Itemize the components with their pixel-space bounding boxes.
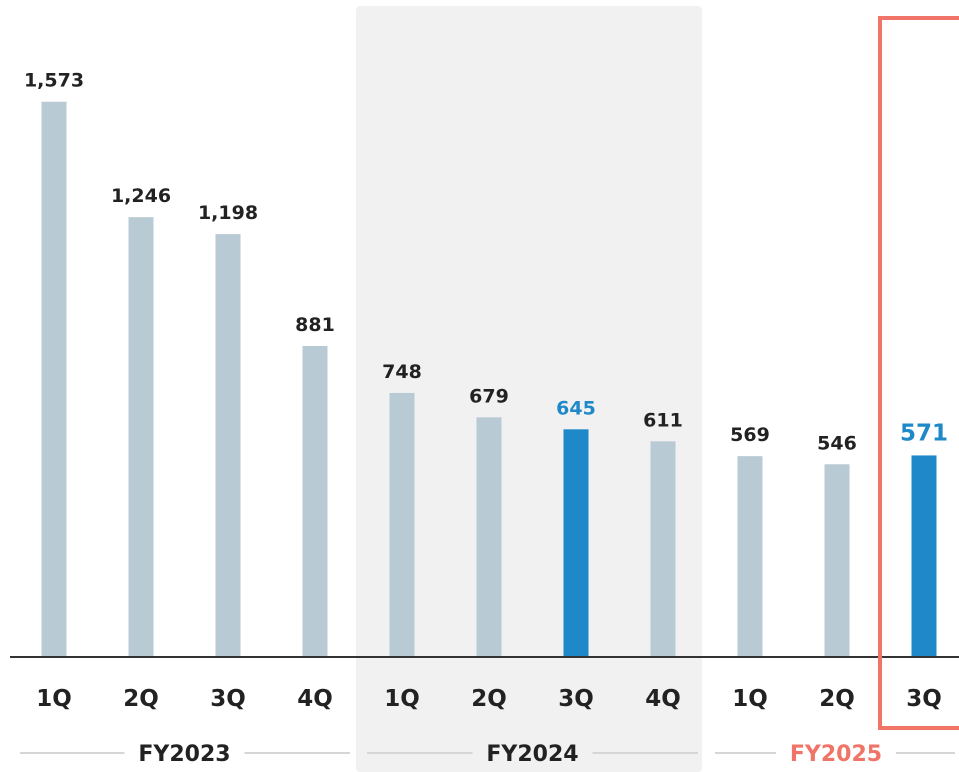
x-tick-label-7: 3Q <box>558 686 594 712</box>
bar-10 <box>824 464 850 657</box>
x-tick-label-11: 3Q <box>906 686 942 712</box>
bar-1 <box>41 101 67 657</box>
x-tick-label-9: 1Q <box>732 686 768 712</box>
fiscal-year-label-fy2024: FY2024 <box>486 742 578 767</box>
fiscal-year-label-fy2023: FY2023 <box>138 742 230 767</box>
bar-2 <box>128 217 154 658</box>
value-label-3: 1,198 <box>198 202 258 224</box>
bar-5 <box>389 392 415 657</box>
value-label-2: 1,246 <box>111 185 171 207</box>
x-tick-label-1: 1Q <box>36 686 72 712</box>
value-label-4: 881 <box>295 314 335 336</box>
x-tick-label-6: 2Q <box>471 686 507 712</box>
bar-6 <box>476 417 502 657</box>
value-label-9: 569 <box>730 424 770 446</box>
value-label-5: 748 <box>382 361 422 383</box>
bar-8 <box>650 441 676 657</box>
value-label-7: 645 <box>556 397 596 419</box>
current-quarter-emphasis-box <box>878 16 959 730</box>
bar-9 <box>737 456 763 657</box>
x-tick-label-4: 4Q <box>297 686 333 712</box>
bar-11 <box>911 455 937 657</box>
value-label-11: 571 <box>900 420 948 446</box>
x-tick-label-8: 4Q <box>645 686 681 712</box>
fy2024-shaded-band <box>356 6 702 772</box>
x-tick-label-5: 1Q <box>384 686 420 712</box>
bar-3 <box>215 234 241 657</box>
x-tick-label-2: 2Q <box>123 686 159 712</box>
value-label-6: 679 <box>469 385 509 407</box>
fiscal-year-label-fy2025: FY2025 <box>790 742 882 767</box>
bar-7 <box>563 429 589 657</box>
x-tick-label-10: 2Q <box>819 686 855 712</box>
value-label-8: 611 <box>643 409 683 431</box>
value-label-10: 546 <box>817 432 857 454</box>
bar-4 <box>302 346 328 657</box>
x-tick-label-3: 3Q <box>210 686 246 712</box>
value-label-1: 1,573 <box>24 70 84 92</box>
